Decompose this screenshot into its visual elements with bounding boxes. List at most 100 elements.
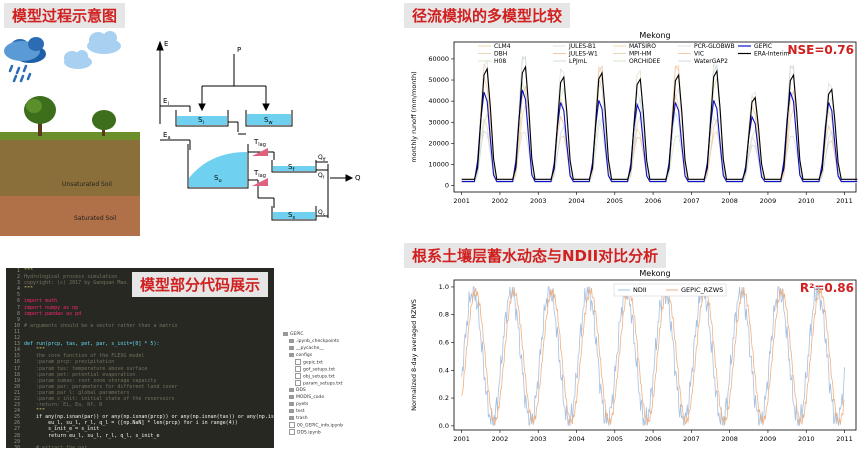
reservoir-si <box>177 116 227 125</box>
line-number: 2 <box>16 274 20 281</box>
file-tree-item[interactable]: configs <box>283 352 363 359</box>
code-text: """ <box>24 286 34 293</box>
code-line: 18 :param pet: potential evaporation <box>6 372 274 378</box>
file-tree-item[interactable]: gof_setups.txt <box>283 366 363 373</box>
y-tick-label: 0.6 <box>439 339 449 347</box>
line-number: 11 <box>13 328 20 335</box>
chart-annotation: R²=0.86 <box>800 281 854 295</box>
legend-label: DBH <box>494 51 507 58</box>
folder-icon <box>289 387 294 392</box>
folder-icon <box>289 401 294 406</box>
line-number: 28 <box>13 432 20 439</box>
code-text: :param s_init: initial state of the rese… <box>24 395 175 402</box>
line-number: 10 <box>13 322 20 329</box>
x-tick-label: 2011 <box>836 197 853 205</box>
folder-icon <box>289 352 294 357</box>
line-number: 25 <box>13 414 20 421</box>
file-icon <box>289 422 295 428</box>
line-number: 22 <box>13 395 20 402</box>
code-line: 1 """ <box>6 268 274 274</box>
y-tick-label: 0.4 <box>439 366 449 374</box>
line-number: 8 <box>16 310 20 317</box>
saturated-soil <box>0 196 140 236</box>
file-icon <box>289 429 295 435</box>
line-number: 3 <box>16 280 20 287</box>
folder-icon <box>289 408 294 413</box>
label-qs: Qs <box>318 209 325 217</box>
line-number: 21 <box>13 389 20 396</box>
x-tick-label: 2008 <box>721 435 738 443</box>
code-line: 9 <box>6 317 274 323</box>
code-line: 24 """ <box>6 408 274 414</box>
file-name: gepic.txt <box>303 360 323 366</box>
tlag-triangle-2 <box>252 178 268 186</box>
code-line: 5 <box>6 292 274 298</box>
file-tree-item[interactable]: GEPIC <box>283 331 363 338</box>
file-tree-item[interactable]: obj_setups.txt <box>283 373 363 380</box>
line-number: 1 <box>16 268 20 274</box>
code-text: import pandas as pd <box>24 310 82 317</box>
code-text: s_init_e = s_init <box>24 426 100 433</box>
file-tree-item[interactable]: pyets <box>283 401 363 408</box>
file-tree-item[interactable]: param_setups.txt <box>283 380 363 387</box>
file-name: .ipynb_checkpoints <box>296 339 340 344</box>
code-line: 13 def run(prcp, tas, pet, par, s_init=[0… <box>6 341 274 347</box>
folder-icon <box>289 415 294 420</box>
code-text: """ <box>24 408 46 415</box>
code-text: import math <box>24 298 58 305</box>
unsaturated-label: Unsaturated Soil <box>62 181 112 188</box>
x-tick-label: 2005 <box>607 197 624 205</box>
code-text: copyright: (c) 2017 by Ganquan Mao. <box>24 280 130 287</box>
legend-label: ORCHIDEE <box>629 58 660 65</box>
file-tree-item[interactable]: MODIS_code <box>283 394 363 401</box>
line-number: 23 <box>13 402 20 409</box>
code-text: :param pet: potential evaporation <box>24 371 136 378</box>
line-number: 7 <box>16 304 20 311</box>
process-diagram: Unsaturated Soil Saturated Soil <box>0 31 361 236</box>
file-tree-item[interactable]: __pycache__ <box>283 345 363 352</box>
file-tree-item[interactable]: 00_GEPIC_info.ipynb <box>283 422 363 429</box>
soil-title: 根系土壤层蓄水动态与NDII对比分析 <box>404 243 667 268</box>
code-line: 4 """ <box>6 286 274 292</box>
label-si: Si <box>198 116 204 126</box>
x-tick-label: 2009 <box>760 197 777 205</box>
code-line: 17 :param tas: temperature above surface <box>6 366 274 372</box>
y-tick-label: 20000 <box>428 139 449 147</box>
legend-label: H08 <box>494 58 506 65</box>
reservoir-ss <box>273 212 315 219</box>
x-tick-label: 2003 <box>530 197 547 205</box>
line-number: 19 <box>13 377 20 384</box>
x-tick-label: 2004 <box>568 435 585 443</box>
file-icon <box>295 380 301 386</box>
code-title: 模型部分代码展示 <box>132 272 269 297</box>
code-line: 25 if any(np.isnan(par)) or any(np.isnan… <box>6 414 274 420</box>
y-tick-label: 0 <box>445 182 449 190</box>
file-tree-item[interactable]: DDS.ipynb <box>283 429 363 436</box>
x-tick-label: 2004 <box>568 197 585 205</box>
file-tree-item[interactable]: test <box>283 408 363 415</box>
code-text: """ <box>24 268 34 274</box>
file-tree-item[interactable]: .ipynb_checkpoints <box>283 338 363 345</box>
line-number: 27 <box>13 426 20 433</box>
line-number: 13 <box>13 341 20 348</box>
cloud-icon <box>64 50 92 69</box>
file-tree-item[interactable]: DDS <box>283 387 363 394</box>
code-line: 21 :param par_l: global parameters <box>6 390 274 396</box>
label-ss: Ss <box>288 211 295 221</box>
legend-label: JULES-B1 <box>568 43 596 50</box>
line-number: 26 <box>13 420 20 427</box>
file-tree-item[interactable]: trash <box>283 415 363 422</box>
legend-label: GEPIC_RZWS <box>681 286 723 294</box>
file-tree-item[interactable]: gepic.txt <box>283 359 363 366</box>
tree-icon <box>24 96 56 136</box>
code-text: the core function of the FLEXG model <box>24 353 145 360</box>
legend-label: JULES-W1 <box>568 51 598 58</box>
code-line: 11 <box>6 329 274 335</box>
line-number: 18 <box>13 371 20 378</box>
file-name: param_setups.txt <box>303 381 343 387</box>
code-line: 2 Hydrological process simulation <box>6 274 274 280</box>
folder-icon <box>283 331 288 336</box>
file-name: test <box>296 409 305 414</box>
code-line: 19 :param sumax: root zone storage capac… <box>6 378 274 384</box>
label-p: P <box>237 46 241 54</box>
